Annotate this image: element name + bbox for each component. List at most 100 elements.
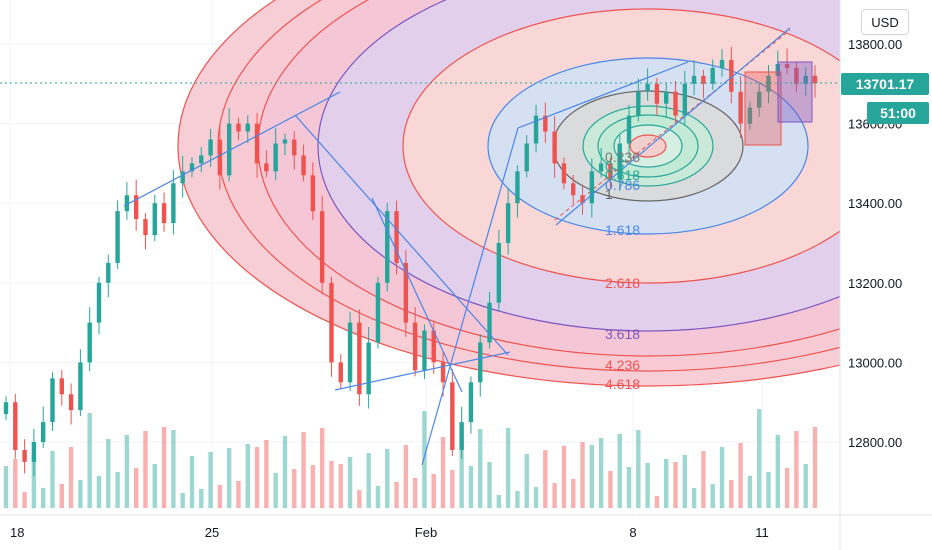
x-tick-label: 18 (10, 525, 24, 540)
volume-bar (617, 434, 622, 508)
candle-body (682, 83, 688, 116)
volume-bars (3, 409, 818, 508)
candle-body (766, 75, 771, 92)
volume-bar (775, 435, 781, 508)
candle-body (636, 91, 641, 116)
volume-bar (115, 472, 120, 508)
trendline (555, 27, 791, 226)
candle-body (701, 75, 706, 84)
fib-level-label: 3.618 (605, 326, 640, 342)
candle-body (189, 163, 195, 172)
volume-bar (654, 496, 660, 508)
candle-body (431, 330, 436, 363)
volume-bar (403, 445, 409, 508)
volume-bar (338, 464, 343, 508)
candle-body (226, 123, 232, 176)
volume-bar (282, 436, 288, 508)
volume-bar (794, 431, 799, 508)
candle-body (310, 175, 316, 212)
trendline (334, 351, 511, 391)
candle-body (515, 171, 520, 204)
x-tick-label: 11 (755, 525, 769, 540)
volume-bar (757, 409, 762, 508)
price-axis[interactable]: 12800.0013000.0013200.0013400.0013600.00… (848, 37, 902, 450)
volume-bar (40, 488, 46, 508)
candle-body (143, 219, 148, 236)
volume-bar (459, 433, 464, 508)
candle-body (152, 203, 157, 236)
volume-bar (31, 455, 37, 508)
volume-bar (347, 457, 353, 508)
volume-bar (598, 438, 604, 508)
candle-body (487, 302, 492, 343)
volume-bar (310, 465, 316, 508)
y-tick-label: 13800.00 (848, 37, 902, 52)
time-axis[interactable]: 18 25 Feb 8 11 (10, 525, 769, 540)
candle-body (561, 163, 567, 184)
fib-level-label: 0.5 (605, 158, 625, 174)
candle-body (552, 131, 557, 164)
candle-body (626, 115, 632, 144)
candle-body (161, 203, 167, 224)
x-tick-label: 8 (629, 525, 636, 540)
volume-bar (580, 442, 585, 508)
candle-body (375, 282, 381, 343)
volume-bar (87, 413, 92, 508)
volume-bar (738, 443, 743, 508)
volume-bar (636, 430, 641, 508)
candle-body (571, 183, 576, 196)
volume-bar (264, 440, 269, 508)
candle-body (691, 75, 697, 84)
candle-body (13, 402, 18, 450)
volume-bar (329, 461, 334, 508)
volume-bar (171, 430, 176, 508)
fib-level-label: 0.236 (605, 149, 640, 165)
volume-bar (189, 456, 195, 508)
volume-bar (561, 446, 567, 508)
candle-body (422, 330, 427, 371)
volume-bar (719, 447, 725, 508)
candle-body (524, 143, 529, 172)
candle-body (68, 394, 74, 411)
candle-body (217, 139, 223, 176)
volume-bar (589, 445, 595, 508)
volume-bar (133, 468, 139, 508)
candle-body (338, 362, 343, 383)
x-tick-label: Feb (415, 525, 437, 540)
volume-bar (3, 466, 9, 508)
candle-body (617, 143, 622, 180)
volume-bar (450, 470, 455, 508)
candle-body (301, 155, 306, 176)
volume-bar (496, 495, 502, 508)
trendline (123, 91, 341, 207)
volume-bar (394, 482, 399, 508)
volume-bar (22, 492, 27, 508)
y-tick-label: 13000.00 (848, 355, 902, 370)
volume-bar (571, 479, 576, 508)
candle-body (254, 123, 260, 164)
candle-body (106, 262, 111, 283)
volume-bar (273, 473, 278, 508)
volume-bar (784, 468, 790, 508)
candle-body (757, 91, 762, 108)
volume-bar (729, 480, 734, 508)
candle-body (208, 139, 213, 156)
projection-box-purple (777, 61, 813, 123)
candle-body (124, 195, 130, 212)
fib-level-label: 4.236 (605, 357, 640, 373)
volume-bar (217, 485, 223, 508)
x-tick-label: 25 (205, 525, 219, 540)
candle-body (394, 211, 399, 263)
currency-button[interactable]: USD (861, 9, 909, 35)
last-price-tag: 13701.17 (841, 73, 929, 95)
candle-body (329, 282, 334, 363)
candle-body (450, 382, 455, 450)
candle-body (645, 83, 650, 92)
volume-bar (626, 467, 632, 508)
volume-bar (803, 464, 808, 508)
candle-body (794, 67, 799, 84)
fib-axis-line (554, 29, 791, 221)
candle-body (264, 163, 269, 172)
y-tick-label: 13400.00 (848, 196, 902, 211)
